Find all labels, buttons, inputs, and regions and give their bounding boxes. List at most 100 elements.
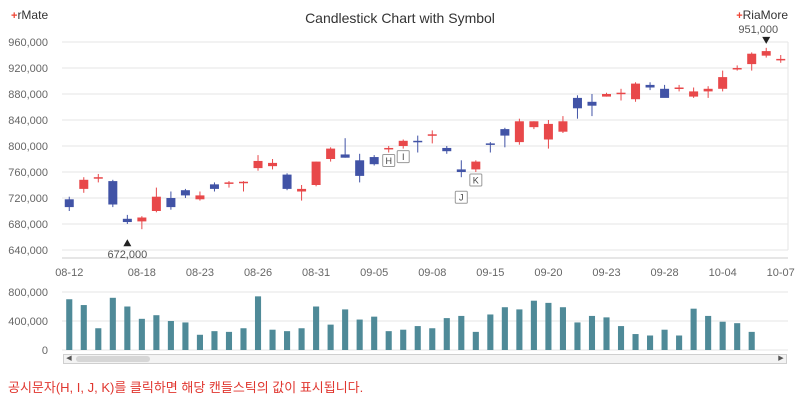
candle-body [645,84,655,88]
candle-body [442,147,452,152]
candle-body [180,190,190,196]
candle-down [587,94,597,117]
volume-bar [574,322,581,350]
triangle-down-icon [762,36,771,44]
candle-body [543,123,553,140]
candle-body [151,196,161,211]
candle-up [689,87,699,98]
volume-bar [327,324,334,350]
candle-body [93,177,103,179]
candle-body [282,174,292,189]
candle-down [64,196,74,211]
symbol-marker-j[interactable]: J [454,190,468,204]
candle-down [572,95,582,119]
candle-up [93,173,103,183]
candle-body [253,160,263,169]
candle-body [166,198,176,208]
candle-up [238,181,249,192]
x-tick-label: 10-04 [709,267,737,279]
volume-bar [400,329,407,350]
candle-down [456,160,466,178]
candle-up [543,120,553,149]
candle-body [195,195,205,200]
candle-body [384,147,394,150]
volume-bar [705,315,712,350]
candle-down [485,142,495,153]
candle-up [253,155,263,171]
brand-logo-left: +rMate [11,8,48,22]
candle-down [660,84,670,98]
symbol-marker-k[interactable]: K [469,173,483,187]
candle-body [398,140,408,146]
brand-logo-right: +RiaMore [736,8,788,22]
price-tick-label: 680,000 [8,219,48,231]
price-tick-label: 960,000 [8,37,48,49]
instruction-note: 공시문자(H, I, J, K)를 클릭하면 해당 캔들스틱의 값이 표시됩니다… [8,380,364,395]
volume-bar [138,318,145,350]
candle-up [224,181,234,188]
price-tick-label: 920,000 [8,63,48,75]
volume-bar [385,331,392,350]
volume-bar [661,329,668,350]
triangle-left-icon[interactable]: ◀ [66,355,72,362]
candle-body [311,161,321,185]
volume-bar [342,309,349,350]
candle-body [500,129,510,136]
volume-tick-label: 800,000 [8,287,48,299]
candle-body [238,181,249,184]
symbol-marker-h[interactable]: H [382,154,396,167]
candle-down [413,135,423,153]
volume-bar [734,323,741,350]
candle-body [689,91,699,97]
triangle-right-icon[interactable]: ▶ [778,355,784,362]
candle-body [326,148,336,159]
candle-body [761,51,771,56]
min-value-label: 672,000 [107,249,147,261]
volume-bar [298,328,305,350]
candle-body [355,160,365,176]
volume-bar [617,326,625,350]
symbol-box [396,150,410,164]
volume-bar [153,315,160,350]
volume-bar [719,321,726,350]
symbol-label: H [385,156,392,166]
candle-up [747,52,757,71]
candle-up [195,191,205,201]
plus-icon: + [736,10,743,22]
candle-body [703,88,713,92]
x-tick-label: 10-07 [767,267,795,279]
candle-body [631,83,641,100]
candle-body [747,53,757,65]
candle-up [674,84,684,92]
candle-up [384,146,394,153]
volume-bar [225,331,233,350]
scroll-thumb[interactable] [76,356,150,362]
volume-bar [182,322,189,350]
candle-up [558,116,568,133]
candle-body [732,68,742,70]
candle-up [718,70,728,92]
chart-scrollbar[interactable]: ◀ ▶ [63,354,787,364]
volume-bar [545,302,552,350]
candle-body [369,157,379,165]
price-tick-label: 720,000 [8,193,48,205]
symbol-marker-i[interactable]: I [396,150,410,164]
candle-body [209,184,219,189]
candle-body [297,188,307,192]
candle-body [122,218,132,223]
candle-body [137,217,147,222]
max-value-label: 951,000 [738,24,778,36]
candle-body [64,199,74,208]
volume-bar [414,326,421,350]
candle-up [761,47,771,58]
candle-body [456,169,466,172]
candle-body [108,181,118,205]
price-tick-label: 760,000 [8,167,48,179]
volume-tick-label: 400,000 [8,316,48,328]
volume-bar [196,334,203,350]
candle-up [776,55,786,63]
candle-body [413,140,423,143]
volume-bar [167,321,174,350]
candle-down [355,153,365,183]
candle-up [601,92,612,97]
